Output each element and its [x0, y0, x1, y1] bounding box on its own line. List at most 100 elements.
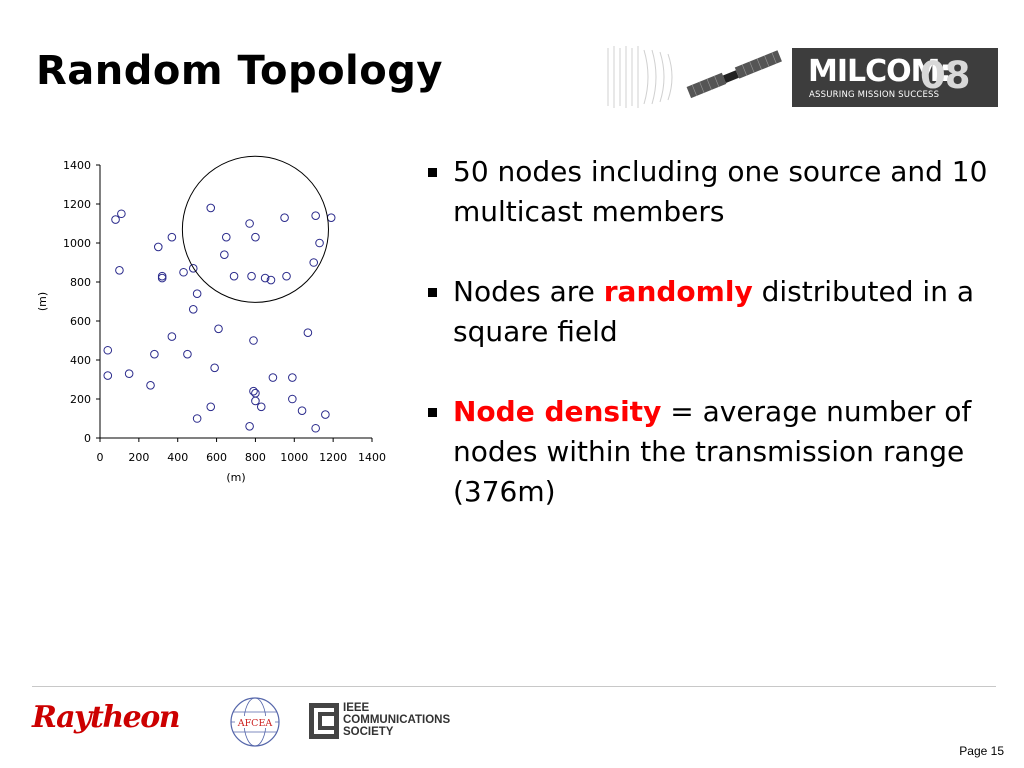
- data-point: [280, 213, 289, 222]
- x-tick-label: 400: [167, 451, 188, 464]
- data-point: [188, 305, 198, 314]
- bullet-marker: [428, 288, 437, 297]
- data-point: [311, 423, 320, 433]
- ieee-comsoc-logo: IEEE COMMUNICATIONS SOCIETY: [343, 702, 450, 738]
- milcom-logo-text: MILCOM:: [808, 54, 952, 89]
- data-point: [315, 238, 324, 248]
- data-point: [192, 414, 202, 423]
- data-point: [247, 271, 256, 281]
- bullet-item: Nodes are randomly distributed in a squa…: [428, 272, 988, 352]
- bullet-item: 50 nodes including one source and 10 mul…: [428, 152, 988, 232]
- data-point: [192, 289, 202, 298]
- data-point: [157, 273, 167, 283]
- data-point: [245, 219, 254, 228]
- bullet-marker: [428, 408, 437, 417]
- bullet-marker: [428, 168, 437, 177]
- y-tick-label: 200: [70, 393, 91, 406]
- data-point: [245, 422, 254, 431]
- data-point: [124, 369, 134, 378]
- data-point: [103, 345, 113, 355]
- data-point: [103, 371, 113, 380]
- bullet-item: Node density = average number of nodes w…: [428, 392, 988, 512]
- data-point: [220, 250, 229, 259]
- highlighted-text: Node density: [453, 395, 662, 428]
- data-point: [179, 267, 188, 277]
- data-point: [188, 264, 198, 273]
- bullet-text: 50 nodes including one source and 10 mul…: [453, 155, 988, 228]
- data-point: [251, 232, 260, 242]
- data-point: [206, 203, 216, 213]
- data-point: [111, 215, 120, 224]
- scatter-chart: 0 200 400 600 800 1000 1200 1400 0 200 400 600 800 10…: [36, 155, 386, 484]
- data-point: [146, 381, 155, 390]
- data-point: [167, 232, 177, 242]
- page-number: Page 15: [959, 744, 1004, 758]
- data-point: [183, 349, 192, 359]
- highlighted-text: randomly: [603, 275, 753, 308]
- ieee-line-2: COMMUNICATIONS: [343, 714, 451, 726]
- x-tick-label: 800: [245, 451, 266, 464]
- data-point: [221, 232, 231, 242]
- milcom-logo-number: 08: [920, 54, 970, 97]
- data-point: [206, 402, 216, 412]
- y-tick-label: 0: [84, 432, 91, 445]
- data-point: [251, 396, 260, 406]
- data-point: [268, 373, 278, 382]
- data-point: [214, 324, 223, 334]
- data-point: [167, 332, 177, 341]
- y-axis-label: (m): [36, 292, 49, 311]
- data-point: [117, 209, 126, 219]
- data-point: [249, 336, 258, 345]
- x-axis-label: (m): [226, 471, 245, 484]
- plot-area: 0 200 400 600 800 1000 1200 1400 0 200 400 600 800 10…: [36, 155, 386, 484]
- bullet-text: = average number of nodes within the tra…: [453, 395, 972, 508]
- satellite-graphic: [607, 46, 782, 108]
- bullet-list: 50 nodes including one source and 10 mul…: [428, 152, 988, 552]
- data-point: [309, 258, 319, 267]
- data-point: [150, 349, 159, 359]
- bullet-text: distributed in a square field: [453, 275, 974, 348]
- data-point: [256, 402, 266, 412]
- y-tick-label: 800: [70, 276, 91, 289]
- data-point: [249, 386, 258, 396]
- x-tick-label: 0: [97, 451, 104, 464]
- y-tick-label: 1200: [63, 198, 91, 211]
- milcom-logo-tagline: ASSURING MISSION SUCCESS: [809, 90, 940, 100]
- data-point: [303, 328, 313, 337]
- slide-title: Random Topology: [36, 48, 443, 94]
- x-tick-label: 1200: [319, 451, 347, 464]
- ieee-line-3: SOCIETY: [343, 726, 394, 738]
- y-tick-label: 1400: [63, 159, 91, 172]
- milcom-logo: MILCOM: 08 ASSURING MISSION SUCCESS: [792, 48, 998, 107]
- data-point: [210, 363, 219, 373]
- y-tick-label: 1000: [63, 237, 91, 250]
- footer-divider: [32, 686, 996, 687]
- data-point: [157, 271, 167, 281]
- y-tick-label: 400: [70, 354, 91, 367]
- data-point: [282, 271, 291, 281]
- transmission-range-circle: [181, 155, 329, 303]
- data-point: [115, 266, 124, 275]
- x-tick-label: 200: [128, 451, 149, 464]
- ieee-line-1: IEEE: [343, 702, 370, 714]
- data-point: [266, 275, 276, 285]
- afcea-logo-text: AFCEA: [237, 718, 273, 729]
- data-point: [326, 213, 336, 222]
- data-point: [321, 410, 330, 419]
- data-point: [251, 388, 260, 398]
- data-point: [229, 271, 239, 281]
- afcea-logo: AFCEA: [230, 697, 280, 747]
- data-point: [153, 242, 163, 252]
- data-point: [311, 211, 320, 220]
- data-point: [288, 394, 297, 404]
- x-tick-label: 600: [206, 451, 227, 464]
- data-point: [297, 406, 307, 416]
- x-tick-label: 1400: [358, 451, 386, 464]
- raytheon-logo: Raytheon: [32, 700, 181, 735]
- x-tick-label: 1000: [280, 451, 308, 464]
- data-point: [288, 373, 297, 382]
- data-point: [260, 273, 270, 283]
- y-tick-label: 600: [70, 315, 91, 328]
- bullet-text: Nodes are: [453, 275, 604, 308]
- ieee-comsoc-icon: [309, 703, 339, 739]
